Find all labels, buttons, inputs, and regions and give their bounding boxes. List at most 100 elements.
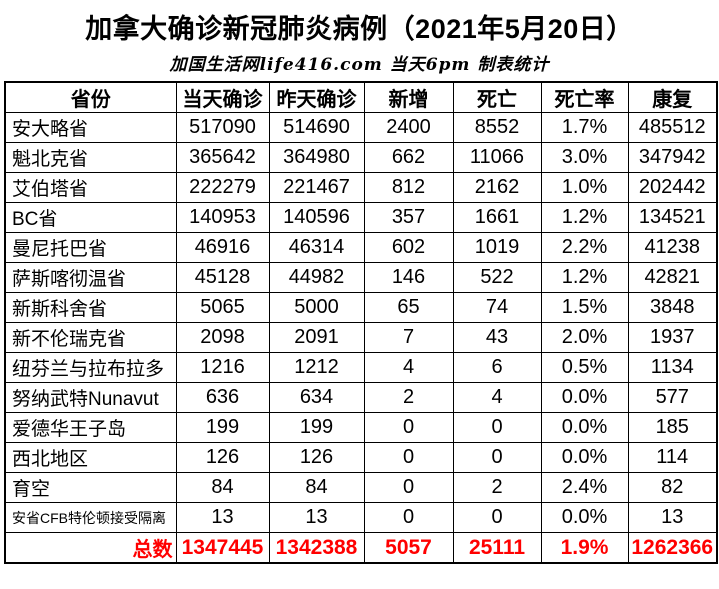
table-row: 纽芬兰与拉布拉多 1216 1212 4 6 0.5% 1134: [4, 352, 718, 383]
value-cell: 199: [175, 412, 270, 443]
value-cell: 82: [627, 472, 718, 503]
value-cell: 134521: [627, 202, 718, 233]
value-cell: 2.4%: [540, 472, 629, 503]
value-cell: 74: [452, 292, 542, 323]
column-header-2: 昨天确诊: [268, 81, 365, 113]
value-cell: 2: [363, 382, 454, 413]
table-row: 魁北克省 365642 364980 662 11066 3.0% 347942: [4, 142, 718, 173]
value-cell: 3.0%: [540, 142, 629, 173]
table-row: 新不伦瑞克省 2098 2091 7 43 2.0% 1937: [4, 322, 718, 353]
value-cell: 1937: [627, 322, 718, 353]
value-cell: 146: [363, 262, 454, 293]
column-header-6: 康复: [627, 81, 718, 113]
province-label: 安省CFB特伦顿接受隔离: [4, 502, 177, 533]
value-cell: 636: [175, 382, 270, 413]
value-cell: 2400: [363, 112, 454, 143]
value-cell: 357: [363, 202, 454, 233]
value-cell: 2091: [268, 322, 365, 353]
header-row: 省份 当天确诊 昨天确诊 新增 死亡 死亡率 康复: [4, 81, 718, 113]
value-cell: 5000: [268, 292, 365, 323]
value-cell: 45128: [175, 262, 270, 293]
table-row: 育空 84 84 0 2 2.4% 82: [4, 472, 718, 503]
value-cell: 6: [452, 352, 542, 383]
column-header-1: 当天确诊: [175, 81, 270, 113]
value-cell: 4: [363, 352, 454, 383]
value-cell: 140953: [175, 202, 270, 233]
value-cell: 1661: [452, 202, 542, 233]
province-label: 育空: [4, 472, 177, 503]
value-cell: 13: [268, 502, 365, 533]
column-header-5: 死亡率: [540, 81, 629, 113]
table-row: 爱德华王子岛 199 199 0 0 0.0% 185: [4, 412, 718, 443]
value-cell: 202442: [627, 172, 718, 203]
value-cell: 11066: [452, 142, 542, 173]
value-cell: 114: [627, 442, 718, 473]
value-cell: 485512: [627, 112, 718, 143]
value-cell: 1.7%: [540, 112, 629, 143]
value-cell: 0: [452, 502, 542, 533]
value-cell: 522: [452, 262, 542, 293]
value-cell: 2098: [175, 322, 270, 353]
province-label: 魁北克省: [4, 142, 177, 173]
table-row: BC省 140953 140596 357 1661 1.2% 134521: [4, 202, 718, 233]
column-header-0: 省份: [4, 81, 177, 113]
value-cell: 0.0%: [540, 382, 629, 413]
value-cell: 577: [627, 382, 718, 413]
value-cell: 3848: [627, 292, 718, 323]
value-cell: 0: [363, 412, 454, 443]
value-cell: 364980: [268, 142, 365, 173]
value-cell: 517090: [175, 112, 270, 143]
value-cell: 13: [175, 502, 270, 533]
province-label: 萨斯喀彻温省: [4, 262, 177, 293]
value-cell: 65: [363, 292, 454, 323]
totals-value: 1342388: [268, 532, 365, 564]
value-cell: 43: [452, 322, 542, 353]
value-cell: 0.5%: [540, 352, 629, 383]
value-cell: 2: [452, 472, 542, 503]
totals-value: 25111: [452, 532, 542, 564]
value-cell: 4: [452, 382, 542, 413]
page-title: 加拿大确诊新冠肺炎病例（2021年5月20日）: [85, 14, 634, 44]
value-cell: 1.5%: [540, 292, 629, 323]
table-row: 努纳武特Nunavut 636 634 2 4 0.0% 577: [4, 382, 718, 413]
province-label: BC省: [4, 202, 177, 233]
value-cell: 2.2%: [540, 232, 629, 263]
table-row: 安省CFB特伦顿接受隔离 13 13 0 0 0.0% 13: [4, 502, 718, 533]
table-row: 西北地区 126 126 0 0 0.0% 114: [4, 442, 718, 473]
covid-stats-table: 省份 当天确诊 昨天确诊 新增 死亡 死亡率 康复 安大略省 517090 514690 2400…: [4, 81, 718, 564]
value-cell: 0.0%: [540, 412, 629, 443]
totals-value: 1347445: [175, 532, 270, 564]
value-cell: 2.0%: [540, 322, 629, 353]
value-cell: 634: [268, 382, 365, 413]
value-cell: 46916: [175, 232, 270, 263]
value-cell: 126: [175, 442, 270, 473]
value-cell: 514690: [268, 112, 365, 143]
table-row: 曼尼托巴省 46916 46314 602 1019 2.2% 41238: [4, 232, 718, 263]
value-cell: 126: [268, 442, 365, 473]
table-row: 新斯科舍省 5065 5000 65 74 1.5% 3848: [4, 292, 718, 323]
value-cell: 13: [627, 502, 718, 533]
value-cell: 1.0%: [540, 172, 629, 203]
province-label: 安大略省: [4, 112, 177, 143]
province-label: 爱德华王子岛: [4, 412, 177, 443]
value-cell: 0: [452, 442, 542, 473]
totals-row: 总数 1347445 1342388 5057 25111 1.9% 1262366: [4, 532, 718, 564]
province-label: 新不伦瑞克省: [4, 322, 177, 353]
value-cell: 8552: [452, 112, 542, 143]
value-cell: 44982: [268, 262, 365, 293]
value-cell: 0: [363, 502, 454, 533]
value-cell: 7: [363, 322, 454, 353]
value-cell: 185: [627, 412, 718, 443]
province-label: 努纳武特Nunavut: [4, 382, 177, 413]
value-cell: 812: [363, 172, 454, 203]
value-cell: 1216: [175, 352, 270, 383]
value-cell: 1019: [452, 232, 542, 263]
province-label: 西北地区: [4, 442, 177, 473]
value-cell: 221467: [268, 172, 365, 203]
value-cell: 41238: [627, 232, 718, 263]
value-cell: 46314: [268, 232, 365, 263]
value-cell: 222279: [175, 172, 270, 203]
value-cell: 84: [268, 472, 365, 503]
value-cell: 1134: [627, 352, 718, 383]
totals-value: 1.9%: [540, 532, 629, 564]
